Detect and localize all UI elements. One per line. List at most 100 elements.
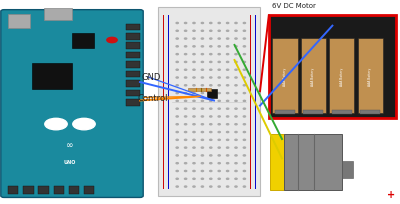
Circle shape [193,132,195,133]
Circle shape [201,186,204,187]
Text: UNO: UNO [64,160,76,165]
Circle shape [226,140,229,141]
Bar [84,186,94,194]
Circle shape [218,186,220,187]
Circle shape [176,31,178,32]
Circle shape [235,39,237,40]
Circle shape [226,109,229,110]
Circle shape [218,147,220,149]
Circle shape [184,47,187,48]
Circle shape [193,163,195,164]
Bar [126,100,140,106]
Circle shape [226,124,229,125]
Circle shape [226,132,229,133]
Circle shape [193,171,195,172]
Bar [360,111,380,114]
Bar [126,24,140,31]
Circle shape [243,124,246,125]
Circle shape [193,186,195,187]
Circle shape [210,93,212,94]
Circle shape [176,85,178,86]
Circle shape [226,85,229,86]
Circle shape [243,31,246,32]
Circle shape [210,171,212,172]
Circle shape [210,186,212,187]
Circle shape [218,155,220,156]
Circle shape [235,116,237,118]
Text: ∞: ∞ [66,140,74,149]
Circle shape [243,163,246,164]
Circle shape [176,186,178,187]
Circle shape [235,101,237,102]
Circle shape [210,109,212,110]
Circle shape [176,155,178,156]
Circle shape [193,109,195,110]
Circle shape [218,23,220,24]
Bar [329,39,354,113]
Circle shape [210,116,212,118]
Circle shape [176,132,178,133]
Circle shape [201,171,204,172]
Circle shape [243,70,246,71]
Circle shape [193,116,195,118]
Circle shape [243,93,246,94]
Bar [126,53,140,59]
Bar [207,89,217,98]
Circle shape [218,124,220,125]
Circle shape [201,124,204,125]
Circle shape [218,85,220,86]
Circle shape [201,62,204,63]
Circle shape [226,171,229,172]
Circle shape [235,147,237,149]
Bar [54,186,64,194]
Circle shape [235,54,237,55]
Circle shape [176,171,178,172]
Circle shape [184,31,187,32]
Circle shape [243,23,246,24]
Bar [301,39,326,113]
Bar [188,88,211,91]
Circle shape [176,124,178,125]
Circle shape [226,31,229,32]
Circle shape [218,178,220,180]
Circle shape [226,39,229,40]
Circle shape [201,116,204,118]
Circle shape [235,78,237,79]
Circle shape [184,147,187,149]
Circle shape [184,85,187,86]
Circle shape [193,62,195,63]
Circle shape [243,171,246,172]
Circle shape [201,39,204,40]
Circle shape [235,171,237,172]
Circle shape [218,62,220,63]
Bar [284,134,342,190]
Bar [358,39,383,113]
Circle shape [201,31,204,32]
Circle shape [176,147,178,149]
Circle shape [210,178,212,180]
Circle shape [226,101,229,102]
Circle shape [235,155,237,156]
Circle shape [243,47,246,48]
Circle shape [184,124,187,125]
FancyBboxPatch shape [1,11,143,197]
Circle shape [184,93,187,94]
Circle shape [243,116,246,118]
Circle shape [243,78,246,79]
Circle shape [193,85,195,86]
Circle shape [226,93,229,94]
Circle shape [210,147,212,149]
Circle shape [193,155,195,156]
Circle shape [226,116,229,118]
Circle shape [235,186,237,187]
Circle shape [73,119,95,130]
Circle shape [226,23,229,24]
Circle shape [226,155,229,156]
Circle shape [235,163,237,164]
Bar [272,39,298,113]
Text: Control: Control [138,93,168,102]
Circle shape [210,78,212,79]
Circle shape [176,47,178,48]
Circle shape [243,186,246,187]
Circle shape [201,101,204,102]
